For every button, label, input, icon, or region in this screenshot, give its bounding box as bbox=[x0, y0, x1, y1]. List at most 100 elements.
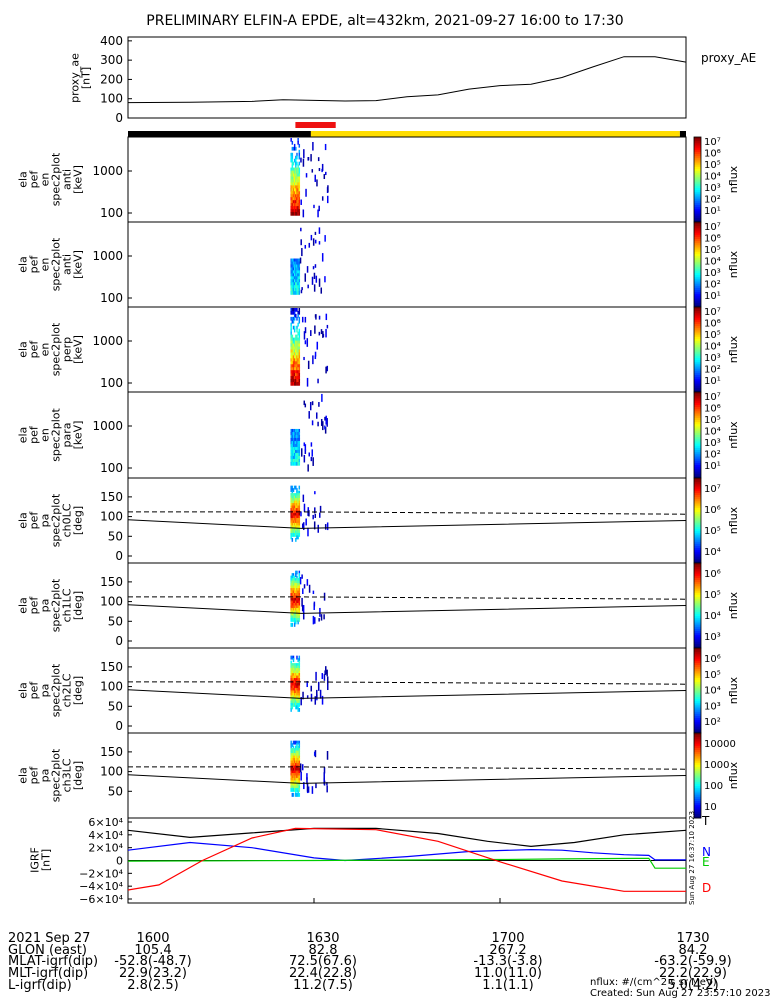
energy-colorbar-segment bbox=[694, 260, 701, 263]
pitch-colorbar-segment bbox=[694, 484, 701, 487]
spectrogram-pixel bbox=[296, 505, 298, 510]
spectrogram-pixel bbox=[298, 692, 301, 697]
spectrogram-speck bbox=[303, 400, 306, 406]
spectrogram-pixel bbox=[293, 328, 296, 333]
spectrogram-pixel bbox=[293, 143, 296, 148]
spectrogram-pixel bbox=[293, 458, 296, 463]
energy-colorbar-segment bbox=[694, 154, 701, 157]
energy-colorbar-segment bbox=[694, 419, 701, 423]
pitch-colorbar-segment bbox=[694, 747, 701, 751]
igrf-legend-e: E bbox=[702, 855, 710, 869]
spectrogram-pixel bbox=[295, 446, 297, 451]
spectrogram-pixel bbox=[293, 773, 296, 777]
energy-colorbar-segment bbox=[694, 226, 701, 229]
spectrogram-pixel bbox=[293, 675, 296, 680]
spectrogram-pixel bbox=[290, 493, 292, 498]
spectrogram-pixel bbox=[292, 316, 295, 321]
pitch-colorbar-segment bbox=[694, 796, 701, 800]
spectrogram-speck bbox=[326, 365, 329, 372]
footer-row-label: MLAT-igrf(dip) bbox=[8, 954, 99, 970]
igrf-series-t bbox=[127, 827, 687, 848]
pitch-panel-frame bbox=[127, 562, 687, 649]
spectrogram-pixel bbox=[296, 291, 298, 295]
spectrogram-pixel bbox=[290, 352, 292, 357]
spectrogram-pixel bbox=[296, 343, 298, 348]
pitch-colorbar-segment bbox=[694, 533, 701, 536]
pitch-colorbar-segment bbox=[694, 762, 701, 766]
spectrogram-pixel bbox=[295, 615, 297, 620]
pitch-ylabel-line: ela bbox=[17, 512, 30, 529]
energy-ylabel-line: anti bbox=[61, 254, 74, 275]
spectrogram-pixel bbox=[292, 522, 295, 527]
pitch-ytick: 100 bbox=[100, 680, 123, 694]
energy-colorbar-segment bbox=[694, 177, 701, 180]
spectrogram-pixel bbox=[290, 358, 292, 363]
spectrogram-pixel bbox=[298, 748, 301, 753]
spectrogram-pixel bbox=[290, 707, 292, 712]
spectrogram-pixel bbox=[290, 167, 292, 172]
spectrogram-pixel bbox=[296, 697, 298, 702]
spectrogram-pixel bbox=[298, 707, 301, 712]
spectrogram-pixel bbox=[297, 595, 299, 600]
spectrogram-pixel bbox=[298, 760, 301, 765]
spectrogram-pixel bbox=[295, 683, 297, 687]
spectrogram-pixel bbox=[297, 505, 299, 510]
spectrogram-pixel bbox=[296, 376, 298, 380]
energy-panel-frame bbox=[127, 221, 687, 308]
spectrogram-pixel bbox=[297, 285, 299, 289]
spectrogram-pixel bbox=[298, 440, 301, 445]
spectrogram-speck bbox=[306, 773, 308, 780]
spectrogram-speck bbox=[318, 402, 320, 407]
spectrogram-pixel bbox=[291, 515, 294, 520]
spectrogram-speck bbox=[321, 393, 323, 402]
energy-colorbar-segment bbox=[694, 251, 701, 255]
spectrogram-pixel bbox=[295, 510, 297, 515]
pitch-colorbar-segment bbox=[694, 682, 701, 685]
spectrogram-pixel bbox=[297, 758, 299, 762]
spectrogram-pixel bbox=[295, 522, 297, 527]
spectrogram-pixel bbox=[291, 575, 294, 580]
pitch-ylabel-line: [deg] bbox=[72, 676, 85, 705]
spectrogram-pixel bbox=[291, 373, 294, 377]
energy-cbar-label: 10⁶ bbox=[704, 319, 721, 330]
spectrogram-pixel bbox=[298, 367, 301, 371]
pitch-colorbar-segment bbox=[694, 673, 701, 677]
spectrogram-pixel bbox=[298, 617, 301, 622]
spectrogram-pixel bbox=[292, 352, 295, 357]
pitch-colorbar-segment bbox=[694, 529, 701, 532]
spectrogram-pixel bbox=[293, 740, 296, 745]
footer-cell: 82.8 bbox=[308, 942, 338, 958]
spectrogram-pixel bbox=[297, 580, 299, 585]
pitch-colorbar-segment bbox=[694, 805, 701, 808]
pitch-colorbar-segment bbox=[694, 558, 701, 562]
spectrogram-pixel bbox=[295, 675, 297, 680]
spectrogram-speck bbox=[302, 691, 304, 700]
pitch-colorbar-segment bbox=[694, 745, 701, 749]
energy-panel-frame bbox=[127, 391, 687, 479]
spectrogram-pixel bbox=[290, 615, 292, 620]
spectrogram-pixel bbox=[298, 770, 301, 775]
spectrogram-pixel bbox=[297, 279, 299, 283]
spectrogram-pixel bbox=[295, 503, 297, 507]
pitch-colorbar-title: nflux bbox=[727, 676, 740, 704]
spectrogram-pixel bbox=[297, 381, 299, 386]
spectrogram-pixel bbox=[292, 580, 295, 585]
spectrogram-pixel bbox=[290, 485, 292, 490]
energy-ylabel-line: en bbox=[39, 258, 52, 272]
spectrogram-pixel bbox=[293, 185, 296, 190]
spectrogram-pixel bbox=[291, 364, 294, 368]
spectrogram-pixel bbox=[295, 270, 297, 275]
spectrogram-pixel bbox=[296, 663, 298, 668]
spectrogram-pixel bbox=[296, 535, 298, 540]
spectrogram-speck bbox=[308, 452, 311, 457]
spectrogram-speck bbox=[314, 351, 317, 357]
spectrogram-pixel bbox=[298, 503, 301, 507]
energy-ytick: 1000 bbox=[92, 249, 123, 263]
spectrogram-pixel bbox=[293, 461, 296, 466]
spectrogram-pixel bbox=[296, 191, 298, 195]
spectrogram-pixel bbox=[295, 282, 297, 286]
pitch-cbar-label: 10² bbox=[704, 717, 721, 728]
spectrogram-pixel bbox=[292, 697, 295, 702]
